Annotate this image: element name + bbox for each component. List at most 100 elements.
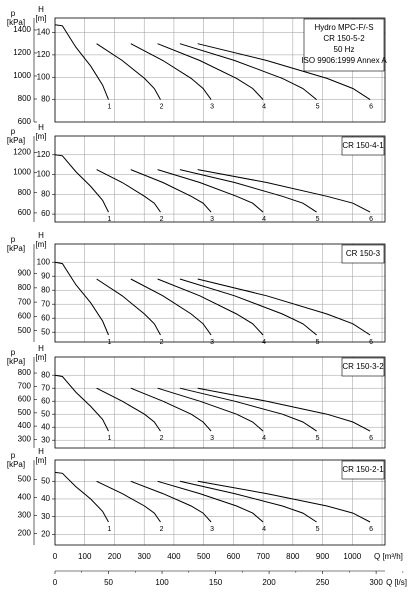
pump-curve: [197, 387, 371, 432]
y-tick-label: 100: [37, 257, 51, 266]
pump-curve: [157, 43, 264, 100]
y-tick-label: 30: [41, 435, 50, 444]
x-tick-label: 700: [256, 552, 270, 561]
p-axis-unit: [kPa]: [7, 460, 25, 469]
curve-label: 6: [369, 526, 373, 533]
curve-label: 5: [316, 339, 320, 346]
x-tick-label: 900: [316, 552, 330, 561]
y-tick-label: 140: [37, 28, 51, 37]
curve-label: 1: [108, 339, 112, 346]
p-tick-label: 400: [18, 493, 32, 502]
curve-label: 5: [316, 526, 320, 533]
p-tick-label: 600: [18, 395, 32, 404]
x-tick-label: 300: [138, 552, 152, 561]
p-tick-label: 500: [18, 326, 32, 335]
plot-frame: [54, 243, 386, 343]
plot-frame: [54, 459, 386, 546]
pump-curve: [54, 261, 109, 336]
y-tick-label: 70: [41, 383, 50, 392]
title-box: [341, 357, 385, 377]
y-tick-label: 80: [41, 285, 50, 294]
x-tick-label: 800: [286, 552, 300, 561]
chart-title: CR 150-3: [346, 249, 381, 258]
plot-frame: [54, 356, 386, 449]
p-tick-label: 500: [18, 408, 32, 417]
y-tick-label: 50: [41, 409, 50, 418]
curve-label: 2: [160, 435, 164, 442]
pump-curve: [130, 278, 212, 336]
p-tick-label: 600: [18, 208, 32, 217]
p-axis-unit: [kPa]: [7, 357, 25, 366]
curve-label: 3: [210, 339, 214, 346]
pump-curve: [157, 278, 264, 336]
h-axis-label: H: [38, 344, 44, 353]
chart-title: Hydro MPC-F/-S: [314, 23, 373, 32]
pump-curve: [96, 43, 161, 100]
p-tick-label: 500: [18, 475, 32, 484]
p-tick-label: 800: [18, 283, 32, 292]
y-tick-label: 30: [41, 512, 50, 521]
curve-label: 1: [108, 526, 112, 533]
pump-curve: [96, 169, 161, 213]
p-tick-label: 700: [18, 297, 32, 306]
title-box: [341, 244, 385, 264]
p-axis-label: p: [11, 451, 16, 460]
x2-tick-label: 0: [53, 578, 58, 587]
curve-label: 6: [369, 216, 373, 223]
x-tick-label: 500: [197, 552, 211, 561]
curve-label: 2: [160, 339, 164, 346]
curve-label: 1: [108, 216, 112, 223]
y-tick-label: 60: [41, 209, 50, 218]
curve-label: 5: [316, 103, 320, 110]
pump-curve: [197, 480, 371, 523]
pump-curve: [179, 43, 317, 100]
pump-curve: [54, 471, 109, 523]
h-axis-unit: [m]: [35, 240, 46, 249]
p-tick-label: 200: [18, 529, 32, 538]
title-box: [341, 136, 385, 156]
y-tick-label: 90: [41, 271, 50, 280]
p-tick-label: 1000: [13, 71, 31, 80]
p-axis-label: p: [11, 235, 16, 244]
h-axis-unit: [m]: [35, 456, 46, 465]
chart-title: CR 150-2-1: [342, 465, 384, 474]
y-tick-label: 60: [41, 313, 50, 322]
pump-curve: [197, 278, 371, 336]
curve-label: 5: [316, 435, 320, 442]
y-tick-label: 60: [41, 396, 50, 405]
x2-tick-label: 100: [155, 578, 169, 587]
pump-curve: [130, 387, 212, 432]
title-box: [341, 460, 385, 480]
p-tick-label: 800: [18, 94, 32, 103]
curve-label: 6: [369, 339, 373, 346]
pump-curve: [130, 169, 212, 213]
y-tick-label: 50: [41, 327, 50, 336]
pump-curve: [54, 24, 109, 100]
x-tick-label: 400: [167, 552, 181, 561]
p-axis-label: p: [11, 127, 16, 136]
h-axis-unit: [m]: [35, 14, 46, 23]
x2-tick-label: 250: [316, 578, 330, 587]
curve-label: 1: [108, 103, 112, 110]
x2-tick-label: 300: [369, 578, 383, 587]
curve-label: 3: [210, 435, 214, 442]
p-tick-label: 1200: [13, 48, 31, 57]
pump-curve: [179, 387, 317, 432]
x2-axis-label: Q [l/s]: [386, 578, 407, 587]
pump-curve: [54, 374, 109, 432]
p-axis-unit: [kPa]: [7, 244, 25, 253]
curve-label: 2: [160, 526, 164, 533]
y-tick-label: 80: [41, 189, 50, 198]
p-axis-unit: [kPa]: [7, 136, 25, 145]
h-axis-unit: [m]: [35, 353, 46, 362]
curve-label: 4: [262, 103, 266, 110]
y-tick-label: 100: [37, 170, 51, 179]
curve-label: 6: [369, 435, 373, 442]
title-box: [303, 18, 385, 72]
y-tick-label: 120: [37, 50, 51, 59]
x-tick-label: 1000: [343, 552, 361, 561]
x2-tick-label: 150: [209, 578, 223, 587]
x-tick-label: 600: [227, 552, 241, 561]
